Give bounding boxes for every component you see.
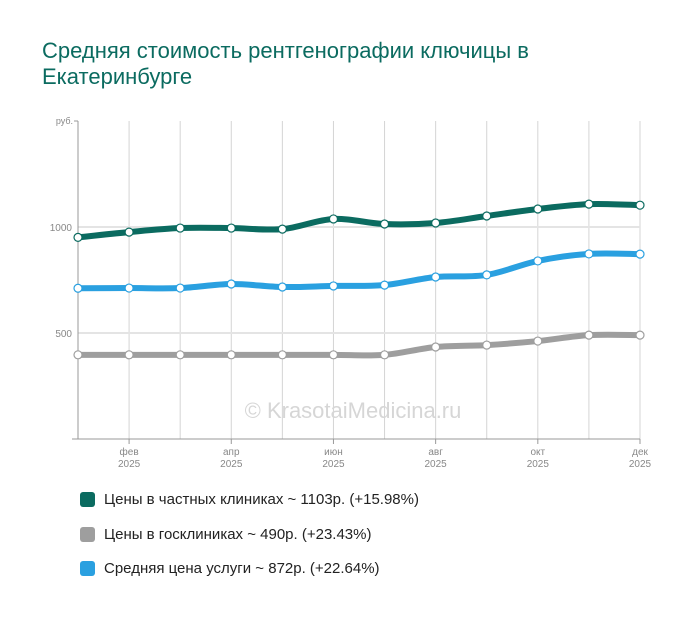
data-point [635,200,645,210]
y-tick-label: 500 [55,329,72,340]
data-point [328,281,339,291]
legend-item-public[interactable]: Цены в госклиниках ~ 490р. (+23.43%) [80,526,371,543]
data-point [584,330,594,340]
data-point [482,340,492,350]
data-point [431,218,441,228]
data-point [73,350,83,360]
data-point [635,330,645,340]
x-tick-year: 2025 [220,459,243,470]
data-point [379,350,390,360]
x-tick-month: апр [223,447,240,458]
series-line-2 [75,250,643,292]
data-point [226,279,236,289]
legend-label: Средняя цена услуги ~ 872р. (+22.64%) [104,560,380,577]
legend-swatch [80,561,95,576]
data-point [431,342,441,352]
legend-swatch [80,527,95,542]
legend-item-average[interactable]: Средняя цена услуги ~ 872р. (+22.64%) [80,560,380,577]
series-line-0 [75,200,643,241]
x-tick-month: дек [632,447,648,458]
watermark: © KrasotaiMedicina.ru [245,398,462,423]
x-tick-year: 2025 [629,459,652,470]
data-point [73,232,83,242]
legend-label: Цены в госклиниках ~ 490р. (+23.43%) [104,526,372,543]
data-point [175,283,185,293]
data-point [175,223,185,233]
data-point [277,350,287,360]
data-point [124,227,134,237]
x-tick-year: 2025 [118,459,141,470]
legend-item-private[interactable]: Цены в частных клиниках ~ 1103р. (+15.98… [80,491,419,508]
x-tick-month: июн [324,447,343,458]
data-point [124,350,134,360]
y-tick-label: 1000 [50,223,73,234]
data-point [635,249,645,259]
data-point [533,256,543,266]
data-point [226,350,236,360]
legend-label: Цены в частных клиниках ~ 1103р. (+15.98… [104,491,419,508]
series-line-1 [75,331,643,359]
x-tick-month: авг [428,447,443,458]
x-tick-year: 2025 [322,459,345,470]
x-tick-month: фев [120,446,139,458]
data-point [533,204,543,214]
data-point [584,249,594,259]
legend-swatch [80,492,95,507]
x-tick-year: 2025 [527,459,550,470]
data-point [73,283,83,293]
data-point [584,199,594,209]
data-point [175,350,185,360]
data-point [124,283,134,293]
data-point [328,350,339,360]
chart-title: Средняя стоимость рентгенографии ключицы… [42,38,529,89]
data-point [277,224,287,234]
y-axis-label: руб. [56,116,73,126]
data-point [431,272,441,282]
data-point [379,280,390,290]
data-point [226,223,236,233]
data-point [482,211,492,221]
data-point [277,282,287,292]
x-tick-month: окт [530,447,545,458]
data-point [533,336,543,346]
data-point [379,219,390,229]
data-point [482,270,492,280]
x-tick-year: 2025 [425,459,448,470]
data-point [328,214,339,224]
